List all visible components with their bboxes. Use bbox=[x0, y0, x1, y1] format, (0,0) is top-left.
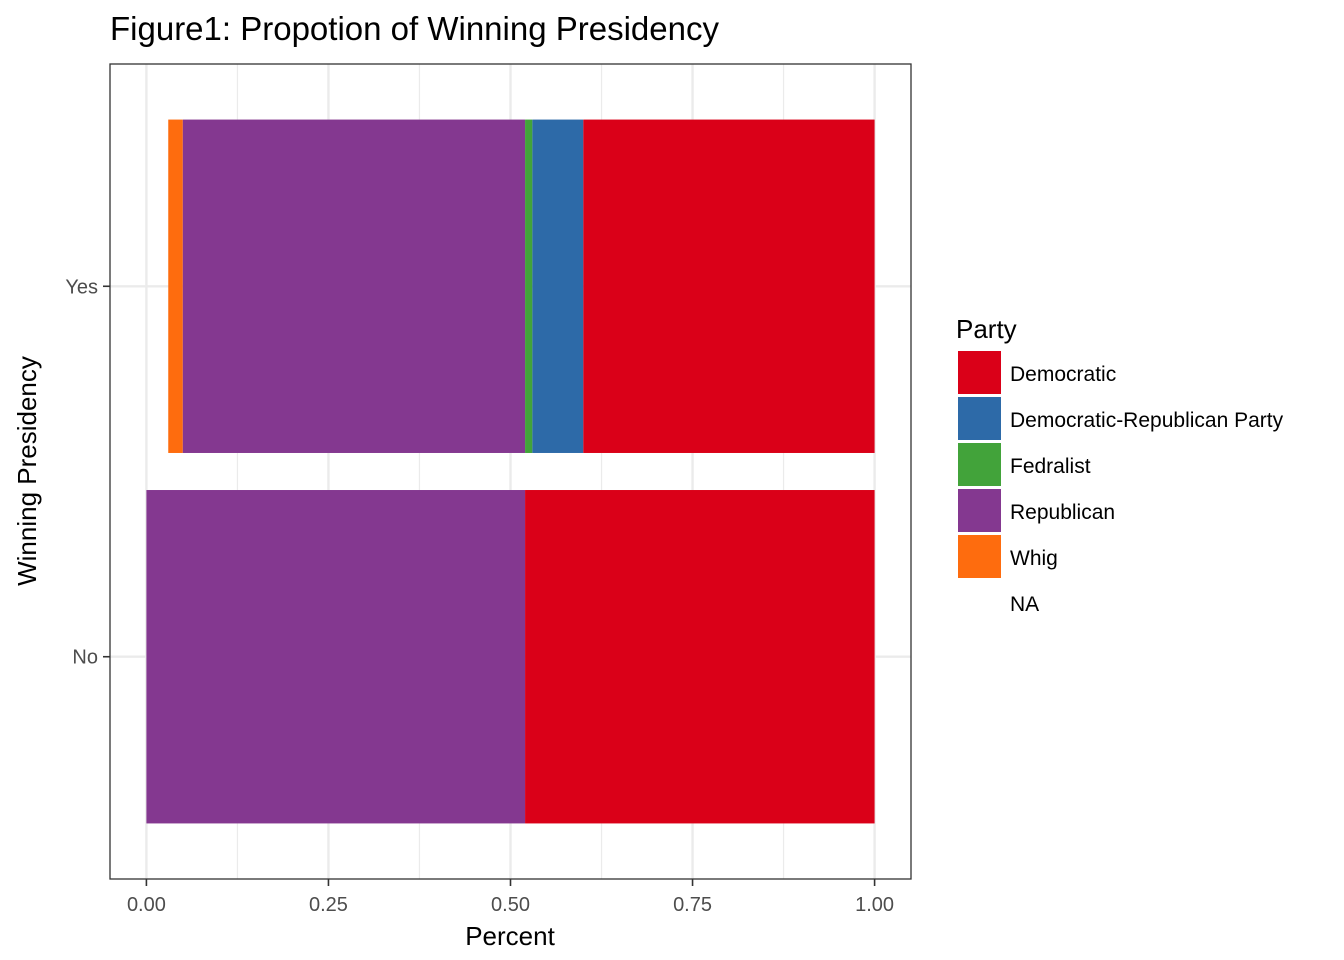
chart-title: Figure1: Propotion of Winning Presidency bbox=[110, 10, 719, 47]
y-tick-label: Yes bbox=[65, 276, 98, 298]
legend-label: Fedralist bbox=[1010, 455, 1091, 478]
y-axis: Yes No bbox=[65, 276, 110, 669]
bar-segment-yes-democratic-republican-party bbox=[532, 119, 584, 453]
legend-label: Democratic-Republican Party bbox=[1010, 409, 1284, 432]
legend-label: NA bbox=[1010, 593, 1039, 616]
legend-key bbox=[958, 397, 1001, 440]
legend-key bbox=[958, 489, 1001, 532]
x-tick-label: 0.25 bbox=[309, 894, 348, 916]
bar-segment-no-democratic bbox=[525, 490, 875, 824]
bars bbox=[146, 119, 875, 824]
bar-segment-no-republican bbox=[146, 490, 526, 824]
legend-label: Whig bbox=[1010, 547, 1058, 570]
legend-label: Republican bbox=[1010, 501, 1115, 524]
x-axis-title: Percent bbox=[465, 921, 555, 951]
y-axis-title: Winning Presidency bbox=[12, 356, 42, 586]
legend-key bbox=[958, 535, 1001, 578]
x-tick-label: 0.75 bbox=[673, 894, 712, 916]
bar-segment-yes-whig bbox=[168, 119, 183, 453]
legend-key bbox=[958, 443, 1001, 486]
bar-segment-yes-fedralist bbox=[525, 119, 533, 453]
legend-key bbox=[958, 351, 1001, 394]
x-tick-label: 1.00 bbox=[855, 894, 894, 916]
legend: Party Democratic Democratic-Republican Pa… bbox=[956, 314, 1284, 616]
y-tick-label: No bbox=[72, 647, 98, 669]
legend-title: Party bbox=[956, 314, 1017, 344]
x-tick-label: 0.50 bbox=[491, 894, 530, 916]
x-tick-label: 0.00 bbox=[127, 894, 166, 916]
legend-label: Democratic bbox=[1010, 363, 1116, 386]
bar-segment-yes-republican bbox=[182, 119, 526, 453]
x-axis: 0.00 0.25 0.50 0.75 1.00 bbox=[127, 879, 894, 916]
bar-segment-yes-democratic bbox=[583, 119, 875, 453]
